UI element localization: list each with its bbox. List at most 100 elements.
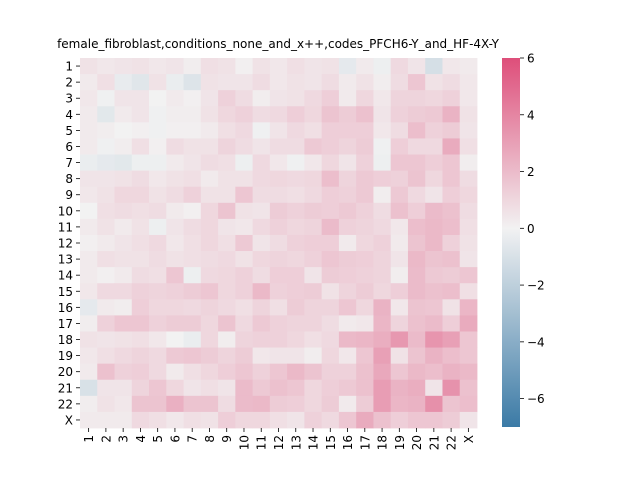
heatmap-cell (356, 138, 374, 155)
heatmap-cell (218, 154, 236, 172)
heatmap-cell (235, 251, 254, 268)
y-tick-label: 4 (65, 108, 73, 122)
heatmap-cell (373, 283, 392, 300)
heatmap-cell (425, 395, 443, 413)
heatmap-cell (114, 379, 133, 397)
heatmap-cell (321, 267, 340, 284)
heatmap-cell (218, 58, 236, 75)
heatmap-cell (425, 122, 443, 139)
heatmap-cell (425, 315, 443, 332)
heatmap-cell (183, 363, 202, 381)
heatmap-cell (321, 106, 340, 123)
heatmap-cell (321, 363, 340, 381)
heatmap-cell (407, 395, 426, 413)
heatmap-cell (252, 202, 271, 220)
heatmap-cell (97, 347, 115, 365)
x-tick-label: 22 (445, 435, 459, 450)
heatmap-cell (407, 234, 426, 252)
heatmap-cell (425, 363, 443, 381)
heatmap-cell (407, 267, 426, 284)
heatmap-cell (149, 186, 167, 204)
heatmap-cell (166, 299, 184, 316)
heatmap-cell (183, 299, 202, 316)
heatmap-cell (338, 347, 357, 365)
heatmap-cell (373, 234, 392, 252)
heatmap-cell (373, 251, 392, 268)
heatmap-cell (131, 202, 150, 220)
heatmap-cell (235, 58, 254, 75)
heatmap-cell (459, 379, 478, 397)
heatmap-cell (235, 106, 254, 123)
heatmap-cell (356, 411, 374, 429)
heatmap-cell (200, 251, 219, 268)
heatmap-cell (304, 154, 323, 172)
heatmap-cell (235, 363, 254, 381)
heatmap-cell (183, 251, 202, 268)
colorbar-tick-label: −2 (527, 279, 545, 293)
heatmap-cell (459, 74, 478, 91)
heatmap-cell (287, 74, 305, 91)
heatmap-cell (321, 58, 340, 75)
y-tick-label: 11 (58, 220, 73, 234)
heatmap-cell (356, 331, 374, 348)
heatmap-cell (80, 283, 98, 300)
heatmap-cell (304, 363, 323, 381)
x-tick-label: 2 (99, 435, 113, 443)
heatmap-cell (218, 170, 236, 188)
heatmap-cell (235, 186, 254, 204)
heatmap-cell (149, 74, 167, 91)
colorbar: 6 4 2 0 −2 −4 −6 (502, 52, 545, 427)
heatmap-cell (166, 186, 184, 204)
heatmap-cell (304, 331, 323, 348)
heatmap-cell (407, 251, 426, 268)
heatmap-cell (442, 267, 461, 284)
heatmap-cell (338, 315, 357, 332)
heatmap-cell (131, 251, 150, 268)
heatmap-cell (80, 170, 98, 188)
heatmap-cell (442, 395, 461, 413)
heatmap-cell (149, 251, 167, 268)
heatmap-cell (407, 379, 426, 397)
heatmap-cell (442, 234, 461, 252)
heatmap-cell (287, 315, 305, 332)
heatmap-cell (304, 395, 323, 413)
heatmap-cell (97, 251, 115, 268)
heatmap-cell (373, 154, 392, 172)
heatmap-cell (218, 90, 236, 107)
heatmap-cell (425, 170, 443, 188)
heatmap-cell (269, 411, 288, 429)
heatmap-cell (200, 106, 219, 123)
heatmap-cell (183, 202, 202, 220)
heatmap-cell (442, 186, 461, 204)
heatmap-cell (252, 90, 271, 107)
heatmap-cell (97, 411, 115, 429)
heatmap-cell (114, 347, 133, 365)
heatmap-cell (252, 347, 271, 365)
heatmap-cell (235, 315, 254, 332)
heatmap-cell (218, 74, 236, 91)
heatmap-cell (373, 299, 392, 316)
heatmap-cell (252, 267, 271, 284)
heatmap-cell (338, 202, 357, 220)
heatmap-cell (390, 122, 409, 139)
heatmap-cell (459, 395, 478, 413)
heatmap-cell (218, 202, 236, 220)
heatmap-cell (149, 138, 167, 155)
heatmap-cell (80, 106, 98, 123)
heatmap-cell (183, 58, 202, 75)
heatmap-cell (287, 234, 305, 252)
heatmap-cell (338, 154, 357, 172)
colorbar-gradient (502, 58, 520, 427)
heatmap-cell (304, 234, 323, 252)
heatmap-cell (183, 395, 202, 413)
heatmap-cell (149, 202, 167, 220)
y-tick-label: 14 (58, 269, 73, 283)
heatmap-cell (200, 74, 219, 91)
heatmap-cell (200, 299, 219, 316)
heatmap-cell (183, 74, 202, 91)
heatmap-cell (269, 90, 288, 107)
heatmap-cell (304, 202, 323, 220)
heatmap-cell (287, 186, 305, 204)
heatmap-cell (390, 58, 409, 75)
heatmap-cell (235, 395, 254, 413)
